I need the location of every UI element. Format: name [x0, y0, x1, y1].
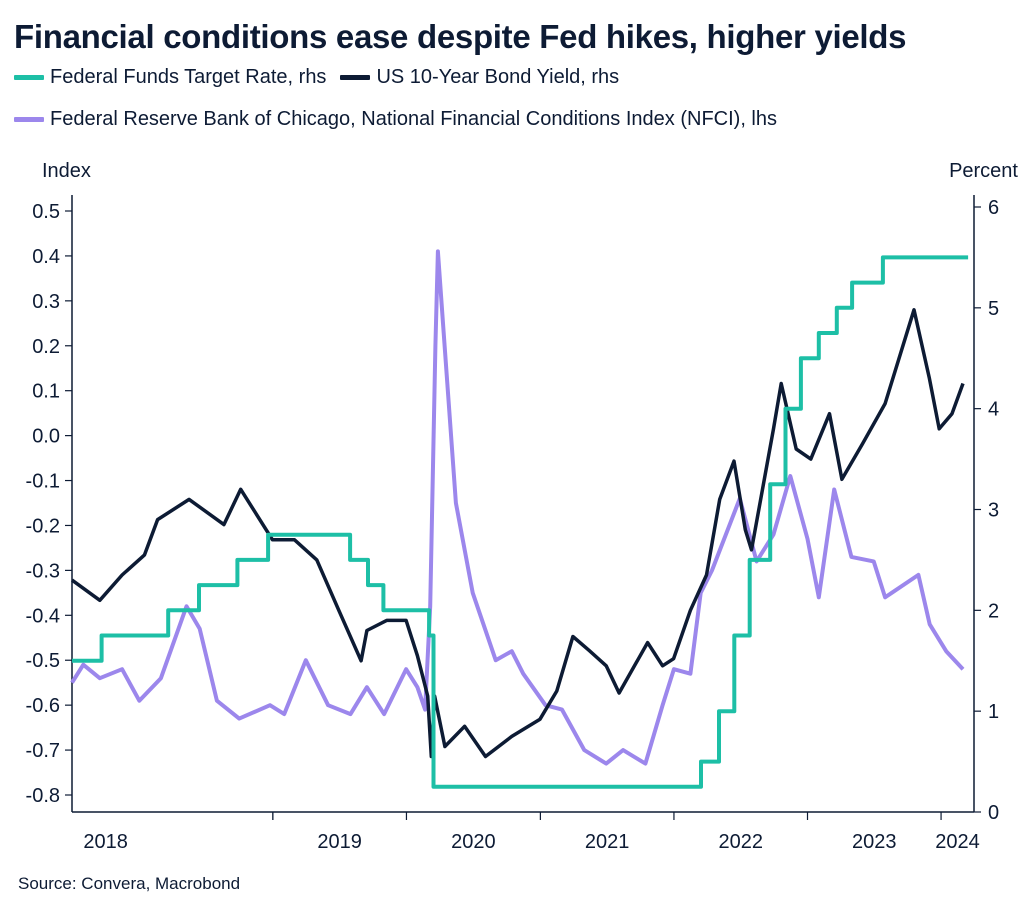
left-axis-label: Index [42, 160, 91, 182]
x-tick-label: 2022 [718, 831, 763, 853]
x-tick-label: 2019 [317, 831, 362, 853]
legend-item-nfci: Federal Reserve Bank of Chicago, Nationa… [14, 108, 777, 131]
right-tick-label: 3 [988, 500, 999, 522]
legend-swatch-us10y [340, 75, 371, 80]
chart-title: Financial conditions ease despite Fed hi… [14, 18, 907, 55]
left-tick-label: -0.6 [26, 695, 60, 717]
left-tick-label: -0.5 [26, 650, 60, 672]
left-tick-label: -0.8 [26, 785, 60, 807]
x-tick-label: 2023 [852, 831, 897, 853]
left-tick-label: -0.7 [26, 740, 60, 762]
left-tick-label: -0.2 [26, 515, 60, 537]
left-tick-label: 0.1 [32, 381, 60, 403]
legend-row-1: Federal Funds Target Rate, rhs US 10-Yea… [14, 66, 633, 89]
x-tick-label: 2018 [83, 831, 128, 853]
right-tick-label: 4 [988, 399, 999, 421]
left-tick-label: 0.5 [32, 201, 60, 223]
right-tick-label: 2 [988, 600, 999, 622]
right-tick-label: 5 [988, 298, 999, 320]
x-tick-label: 2020 [451, 831, 496, 853]
right-tick-label: 1 [988, 701, 999, 723]
us10y-line [70, 308, 965, 759]
left-tick-label: -0.3 [26, 560, 60, 582]
right-tick-label: 6 [988, 197, 999, 219]
fed-funds-line [72, 255, 969, 789]
series-layer [70, 249, 969, 789]
axis-ticks: 0.5 0.4 0.3 0.2 0.1 0.0 -0.1 -0.2 -0.3 -0.4 -0.5 -0… [26, 197, 1000, 853]
left-tick-label: 0.3 [32, 291, 60, 313]
legend-label-nfci: Federal Reserve Bank of Chicago, Nationa… [50, 108, 778, 130]
left-tick-label: -0.4 [26, 605, 60, 627]
nfci-line [70, 249, 965, 766]
left-tick-label: 0.4 [32, 246, 60, 268]
source-note: Source: Convera, Macrobond [18, 874, 241, 893]
legend-swatch-nfci [14, 117, 44, 122]
left-tick-label: 0.2 [32, 336, 60, 358]
legend-item-fed-funds: Federal Funds Target Rate, rhs [14, 66, 326, 89]
legend-label-fed-funds: Federal Funds Target Rate, rhs [50, 66, 327, 88]
legend-item-us10y: US 10-Year Bond Yield, rhs [340, 66, 619, 89]
x-tick-label: 2024 [935, 831, 980, 853]
legend-label-us10y: US 10-Year Bond Yield, rhs [376, 66, 620, 88]
x-tick-label: 2021 [585, 831, 630, 853]
axes [71, 195, 975, 813]
right-tick-label: 0 [988, 802, 999, 824]
left-tick-label: 0.0 [32, 426, 60, 448]
legend-row-2: Federal Reserve Bank of Chicago, Nationa… [14, 108, 791, 131]
left-tick-label: -0.1 [26, 471, 60, 493]
right-axis-label: Percent [949, 160, 1018, 182]
legend-swatch-fed-funds [14, 75, 44, 80]
